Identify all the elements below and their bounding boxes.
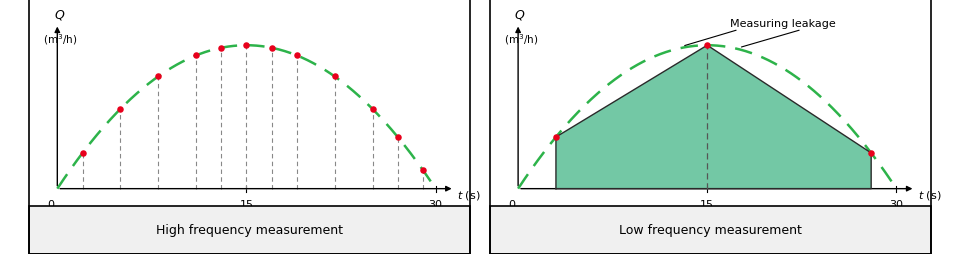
Text: 30: 30 (428, 199, 443, 209)
Text: 0: 0 (508, 199, 516, 209)
Text: $Q$: $Q$ (515, 8, 526, 22)
Point (264, 46, 279, 51)
Text: $t$ (s): $t$ (s) (918, 188, 942, 201)
Point (416, 168, 431, 172)
Point (863, 151, 878, 155)
Point (213, 46, 228, 51)
Text: $t$ (s): $t$ (s) (457, 188, 481, 201)
Text: (m$^3$/h): (m$^3$/h) (504, 32, 539, 46)
Text: 30: 30 (889, 199, 903, 209)
Point (188, 54, 204, 58)
Point (151, 75, 166, 79)
Text: 0: 0 (47, 199, 55, 209)
Text: Low frequency measurement: Low frequency measurement (619, 224, 802, 236)
Point (327, 75, 343, 79)
Point (112, 107, 128, 112)
Point (239, 44, 254, 48)
Point (289, 54, 304, 58)
Point (700, 44, 715, 48)
Point (390, 135, 405, 139)
Point (365, 107, 380, 112)
Point (548, 135, 564, 139)
Point (75, 151, 90, 155)
Text: (m$^3$/h): (m$^3$/h) (43, 32, 78, 46)
Polygon shape (556, 46, 871, 189)
Text: High frequency measurement: High frequency measurement (156, 224, 343, 236)
Text: 15: 15 (239, 199, 253, 209)
Text: $Q$: $Q$ (54, 8, 65, 22)
Text: 15: 15 (700, 199, 714, 209)
Text: Measuring leakage: Measuring leakage (730, 19, 836, 29)
